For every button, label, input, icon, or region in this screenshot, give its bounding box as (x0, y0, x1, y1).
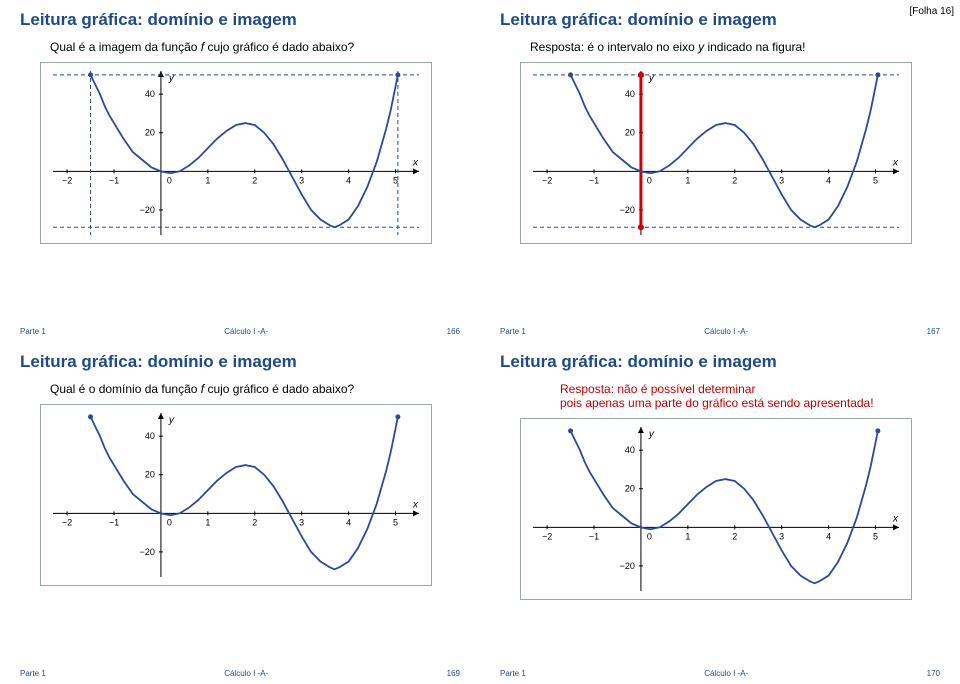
svg-text:−2: −2 (62, 517, 72, 527)
svg-text:4: 4 (826, 531, 831, 541)
chart-1: −2−10123454020−20yx (40, 62, 432, 244)
svg-text:20: 20 (145, 128, 155, 138)
svg-text:y: y (168, 415, 175, 426)
svg-text:5: 5 (393, 175, 398, 185)
folha-label: [Folha 16] (910, 6, 954, 17)
footer-4: Parte 1 Cálculo I -A- 170 (500, 669, 940, 678)
svg-text:3: 3 (299, 175, 304, 185)
slide-subtitle: Qual é a imagem da função f cujo gráfico… (50, 40, 460, 54)
svg-text:20: 20 (625, 484, 635, 494)
red-line2: pois apenas uma parte do gráfico está se… (560, 396, 874, 410)
footer-left: Parte 1 (500, 327, 526, 336)
svg-text:3: 3 (299, 517, 304, 527)
footer-left: Parte 1 (20, 669, 46, 678)
svg-text:4: 4 (826, 175, 831, 185)
svg-text:x: x (412, 499, 419, 510)
svg-text:20: 20 (625, 128, 635, 138)
footer-mid: Cálculo I -A- (704, 669, 748, 678)
slide-title: Leitura gráfica: domínio e imagem (20, 352, 460, 372)
footer-left: Parte 1 (500, 669, 526, 678)
svg-text:4: 4 (346, 517, 351, 527)
svg-text:−2: −2 (62, 175, 72, 185)
svg-text:40: 40 (625, 445, 635, 455)
slide-title: Leitura gráfica: domínio e imagem (500, 352, 940, 372)
svg-text:40: 40 (625, 89, 635, 99)
svg-text:0: 0 (647, 175, 652, 185)
svg-text:−2: −2 (542, 531, 552, 541)
svg-text:5: 5 (393, 517, 398, 527)
svg-text:−2: −2 (542, 175, 552, 185)
svg-text:−20: −20 (140, 205, 155, 215)
svg-text:−1: −1 (109, 517, 119, 527)
svg-text:1: 1 (205, 175, 210, 185)
sub-suffix: cujo gráfico é dado abaixo? (204, 382, 354, 396)
sub-text2: indicado na figura! (704, 40, 805, 54)
svg-text:2: 2 (252, 517, 257, 527)
svg-text:0: 0 (167, 175, 172, 185)
slide-3: Leitura gráfica: domínio e imagem Qual é… (0, 342, 480, 684)
footer-right: 166 (447, 327, 460, 336)
footer-left: Parte 1 (20, 327, 46, 336)
svg-text:2: 2 (252, 175, 257, 185)
sub-suffix: cujo gráfico é dado abaixo? (204, 40, 354, 54)
svg-text:0: 0 (167, 517, 172, 527)
sub-prefix: Qual é o domínio da função (50, 382, 201, 396)
svg-text:2: 2 (732, 175, 737, 185)
svg-text:−1: −1 (109, 175, 119, 185)
chart-2: −2−10123454020−20yx (520, 62, 912, 244)
slide-grid: Leitura gráfica: domínio e imagem Qual é… (0, 0, 960, 684)
svg-text:5: 5 (873, 175, 878, 185)
svg-text:y: y (648, 429, 655, 440)
chart-3: −2 −1 0 1 2 3 4 5 40 20 −20 y x (40, 404, 432, 586)
svg-text:5: 5 (873, 531, 878, 541)
sub-prefix: Qual é a imagem da função (50, 40, 201, 54)
slide-subtitle: Resposta: é o intervalo no eixo y indica… (530, 40, 940, 54)
footer-right: 170 (927, 669, 940, 678)
slide-2: [Folha 16] Leitura gráfica: domínio e im… (480, 0, 960, 342)
footer-right: 167 (927, 327, 940, 336)
red-line1: Resposta: não é possível determinar (560, 382, 755, 396)
slide-1: Leitura gráfica: domínio e imagem Qual é… (0, 0, 480, 342)
svg-text:−20: −20 (620, 205, 635, 215)
svg-text:x: x (892, 157, 899, 168)
svg-text:−1: −1 (589, 531, 599, 541)
svg-text:1: 1 (685, 175, 690, 185)
svg-text:1: 1 (205, 517, 210, 527)
footer-right: 169 (447, 669, 460, 678)
svg-text:2: 2 (732, 531, 737, 541)
slide-title: Leitura gráfica: domínio e imagem (500, 10, 940, 30)
footer-1: Parte 1 Cálculo I -A- 166 (20, 327, 460, 336)
svg-text:4: 4 (346, 175, 351, 185)
slide-4: Leitura gráfica: domínio e imagem Respos… (480, 342, 960, 684)
chart-4: −2 −1 0 1 2 3 4 5 40 20 −20 y x (520, 418, 912, 600)
footer-mid: Cálculo I -A- (224, 327, 268, 336)
slide-subtitle: Qual é o domínio da função f cujo gráfic… (50, 382, 460, 396)
svg-text:x: x (412, 157, 419, 168)
svg-text:−20: −20 (140, 547, 155, 557)
svg-text:−20: −20 (620, 561, 635, 571)
svg-text:1: 1 (685, 531, 690, 541)
slide-title: Leitura gráfica: domínio e imagem (20, 10, 460, 30)
svg-text:0: 0 (647, 531, 652, 541)
footer-mid: Cálculo I -A- (224, 669, 268, 678)
footer-mid: Cálculo I -A- (704, 327, 748, 336)
footer-3: Parte 1 Cálculo I -A- 169 (20, 669, 460, 678)
svg-text:x: x (892, 513, 899, 524)
svg-text:20: 20 (145, 470, 155, 480)
svg-text:40: 40 (145, 431, 155, 441)
slide-subtitle: Resposta: não é possível determinar pois… (560, 382, 940, 410)
svg-text:40: 40 (145, 89, 155, 99)
footer-2: Parte 1 Cálculo I -A- 167 (500, 327, 940, 336)
svg-text:3: 3 (779, 531, 784, 541)
svg-text:3: 3 (779, 175, 784, 185)
svg-text:−1: −1 (589, 175, 599, 185)
sub-text: Resposta: é o intervalo no eixo (530, 40, 698, 54)
